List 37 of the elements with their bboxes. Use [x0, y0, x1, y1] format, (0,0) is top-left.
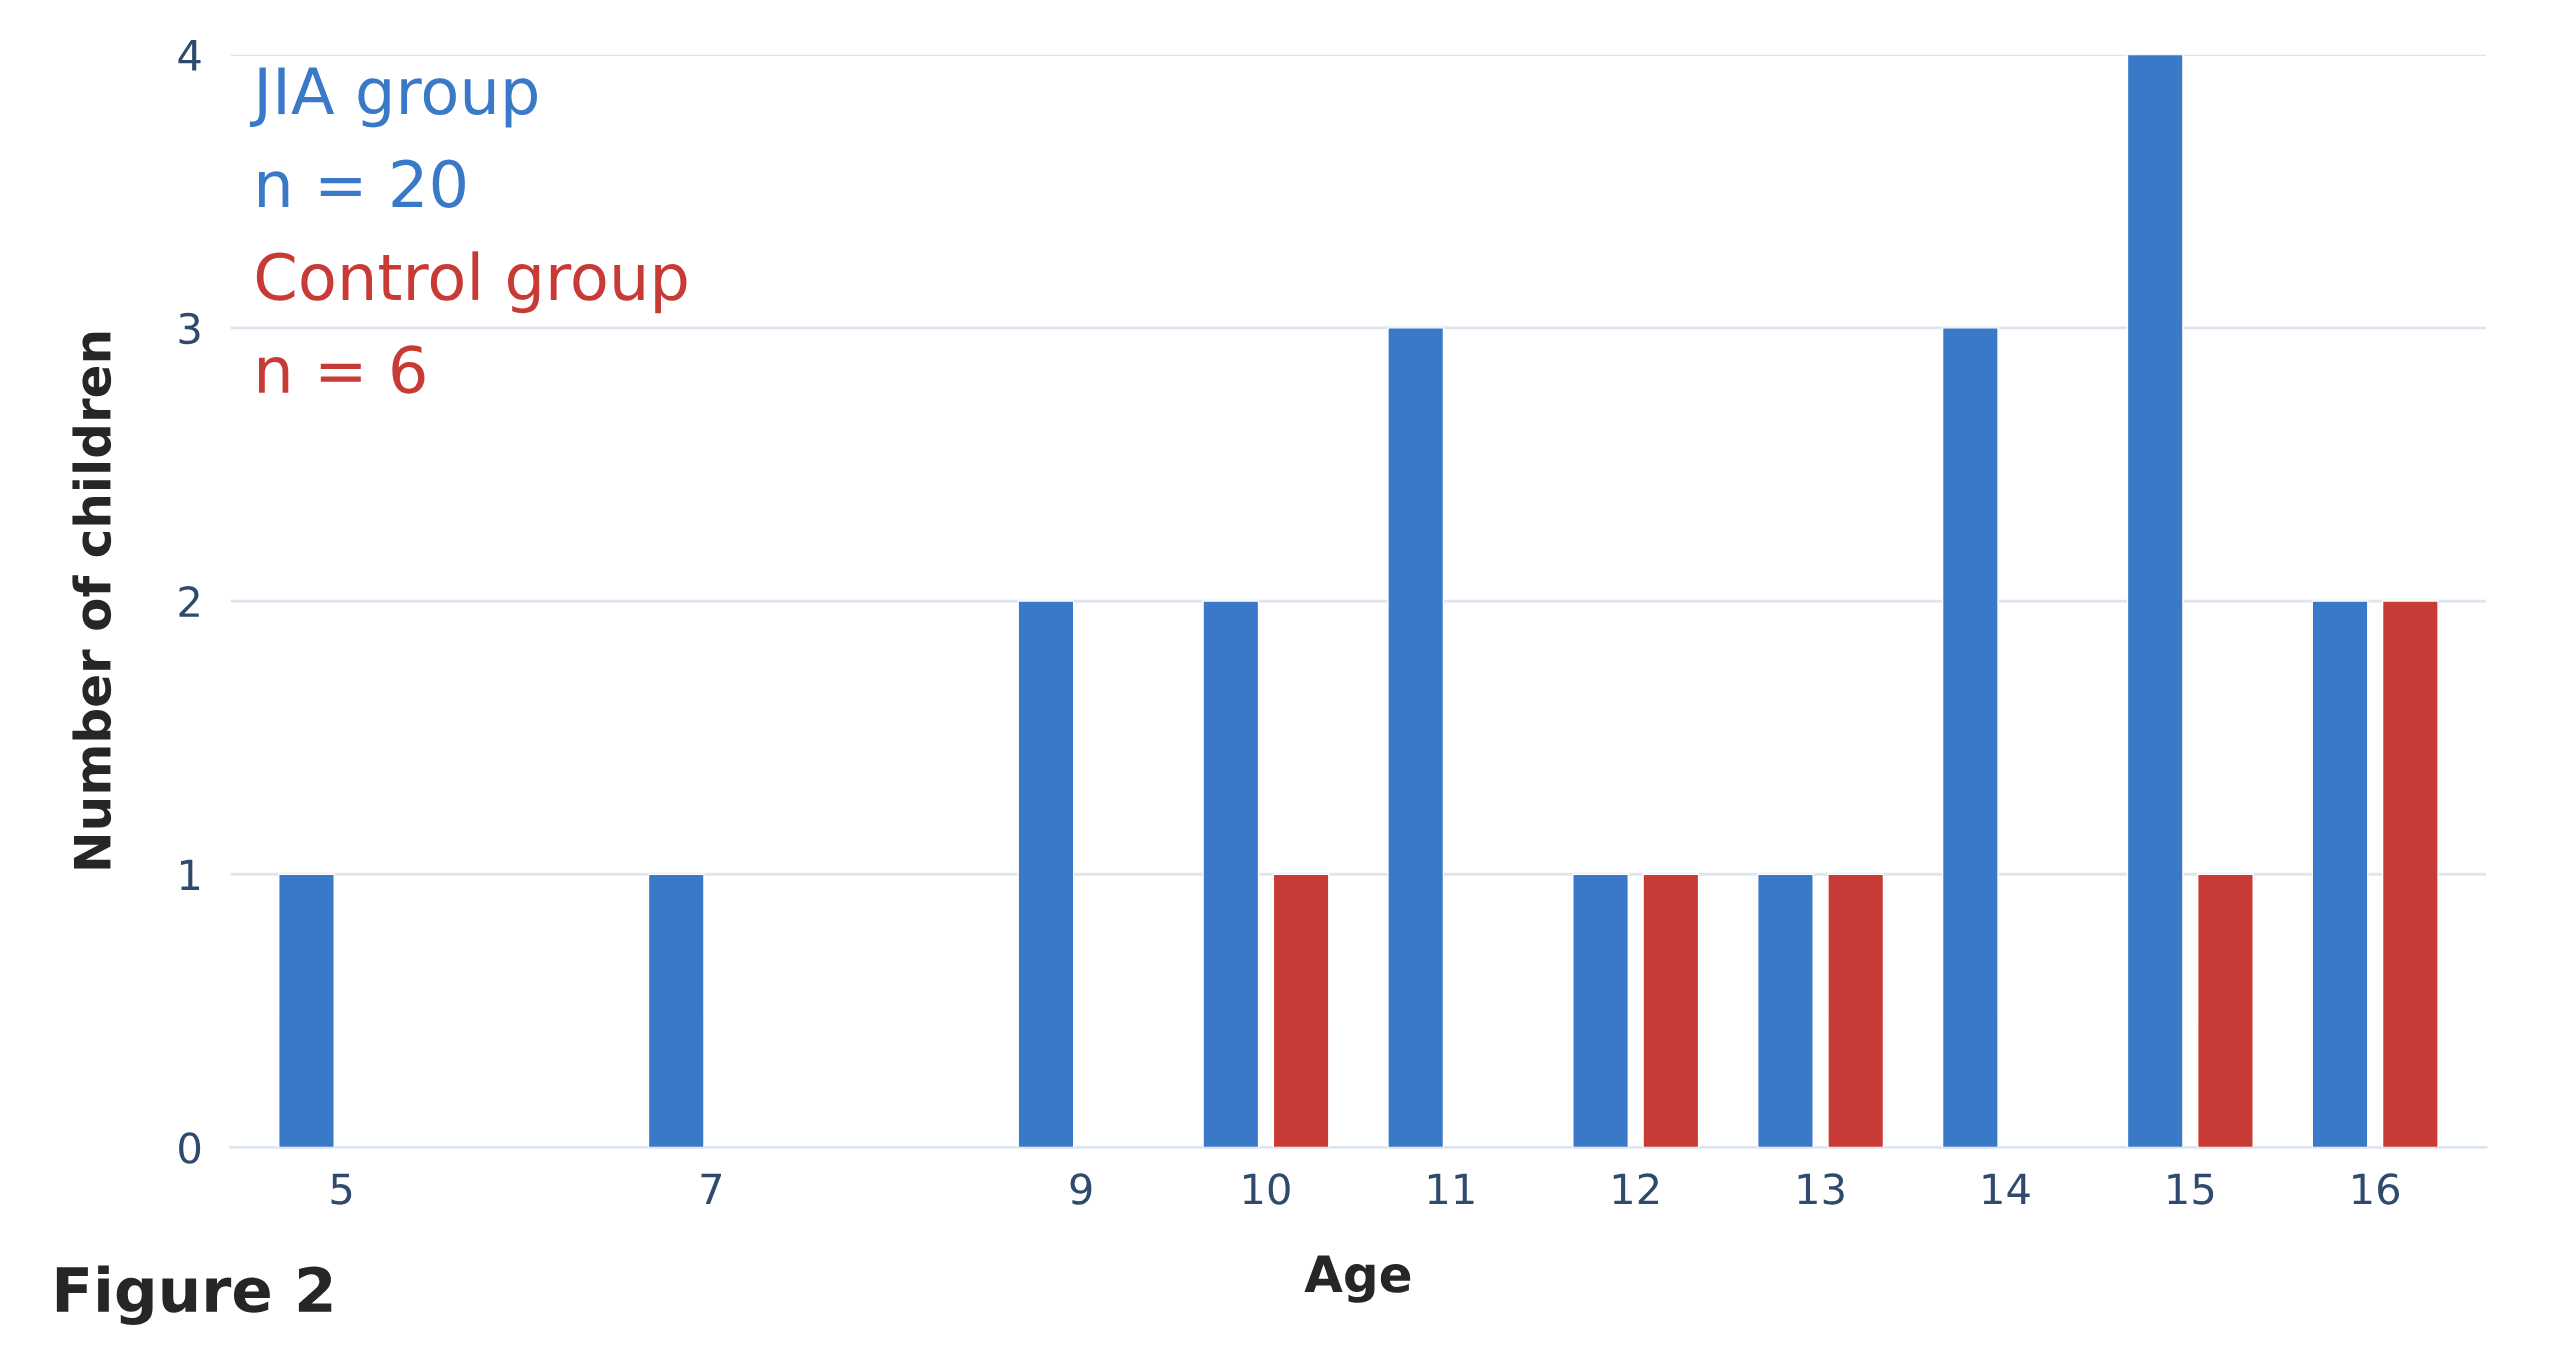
x-tick-label: 12	[1613, 1173, 1659, 1205]
text: JIA group	[249, 67, 537, 128]
text: Control group	[256, 251, 687, 314]
bar	[1941, 327, 1999, 1148]
bar	[2126, 54, 2184, 1148]
bar	[1572, 873, 1629, 1148]
bar	[2197, 873, 2254, 1148]
bar	[1387, 327, 1445, 1148]
y-tick-label: 3	[179, 312, 200, 345]
bar	[1272, 873, 1330, 1148]
x-axis-title: Age	[1304, 1255, 1411, 1303]
x-tick-label: 10	[1244, 1173, 1290, 1205]
y-axis-title: Number of children	[72, 332, 112, 869]
bar	[1827, 873, 1885, 1148]
caption: Figure 2	[56, 1265, 332, 1326]
annotation: n = 20	[259, 159, 465, 208]
y-tick-label: 2	[179, 585, 199, 617]
x-tick-label: 16	[2353, 1173, 2400, 1205]
y-tick-label: 0	[179, 1132, 201, 1164]
y-tick-label: 4	[178, 40, 201, 71]
bar	[1017, 600, 1075, 1148]
annotation: n = 6	[259, 345, 425, 394]
bar	[1757, 873, 1814, 1148]
x-tick-label: 15	[2168, 1173, 2214, 1205]
bar	[278, 873, 335, 1148]
x-tick-label: 13	[1798, 1173, 1844, 1205]
x-tick-label: 9	[1070, 1173, 1092, 1205]
bar	[1202, 600, 1260, 1148]
x-tick-label: 5	[331, 1173, 352, 1205]
x-tick-label: 7	[701, 1173, 722, 1205]
x-tick-label: 14	[1983, 1173, 2030, 1205]
bar	[1642, 873, 1700, 1148]
y-tick-label: 1	[180, 859, 200, 891]
bar	[2311, 600, 2369, 1148]
bar	[647, 873, 705, 1148]
bar	[2381, 600, 2439, 1148]
x-tick-label: 11	[1428, 1173, 1474, 1205]
